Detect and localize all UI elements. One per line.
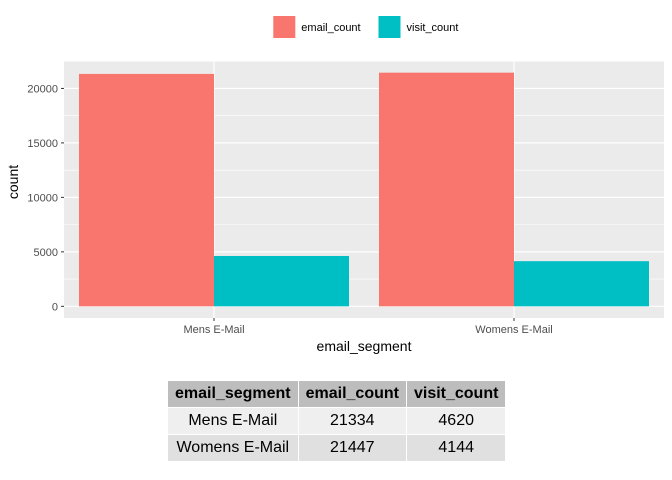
y-axis-title: count bbox=[5, 165, 21, 199]
legend-key-email_count bbox=[273, 16, 296, 38]
summary-table: email_segment email_count visit_count Mens… bbox=[167, 380, 507, 462]
bar-email_count bbox=[79, 73, 214, 307]
table-cell: 21334 bbox=[297, 407, 407, 435]
x-tick-label: Mens E-Mail bbox=[183, 324, 244, 336]
bar-visit_count bbox=[214, 255, 349, 307]
y-tick-label: 0 bbox=[52, 301, 58, 313]
table-cell: Mens E-Mail bbox=[167, 407, 299, 435]
bars bbox=[79, 72, 649, 307]
legend-key-visit_count bbox=[378, 16, 401, 38]
table-body: Mens E-Mail 21334 4620 Womens E-Mail 21447 41… bbox=[167, 407, 507, 462]
legend-label: visit_count bbox=[407, 22, 459, 34]
table-cell: 21447 bbox=[297, 434, 407, 462]
x-tick-label: Womens E-Mail bbox=[475, 324, 552, 336]
table-header-row: email_segment email_count visit_count bbox=[167, 380, 507, 408]
y-tick-label: 10000 bbox=[27, 192, 58, 204]
table-header-cell: visit_count bbox=[405, 380, 507, 408]
legend-label: email_count bbox=[301, 22, 360, 34]
legend: email_count visit_count bbox=[273, 16, 458, 38]
table-header-cell: email_count bbox=[297, 380, 407, 408]
bar-chart: email_count visit_count 0 5000 10000 15000 20… bbox=[5, 16, 664, 354]
bar-email_count bbox=[379, 72, 514, 307]
y-axis: 0 5000 10000 15000 20000 bbox=[27, 83, 64, 313]
table-cell: 4620 bbox=[405, 407, 507, 435]
y-tick-label: 15000 bbox=[27, 138, 58, 150]
x-axis: Mens E-Mail Womens E-Mail bbox=[183, 318, 553, 336]
bar-visit_count bbox=[514, 261, 649, 307]
y-tick-label: 20000 bbox=[27, 83, 58, 95]
table-cell: 4144 bbox=[405, 434, 507, 462]
table-header-cell: email_segment bbox=[167, 380, 299, 408]
table-row: Mens E-Mail 21334 4620 bbox=[167, 407, 507, 435]
y-tick-label: 5000 bbox=[34, 247, 58, 259]
table-row: Womens E-Mail 21447 4144 bbox=[167, 434, 507, 462]
x-axis-title: email_segment bbox=[317, 338, 412, 354]
table-cell: Womens E-Mail bbox=[167, 434, 299, 462]
